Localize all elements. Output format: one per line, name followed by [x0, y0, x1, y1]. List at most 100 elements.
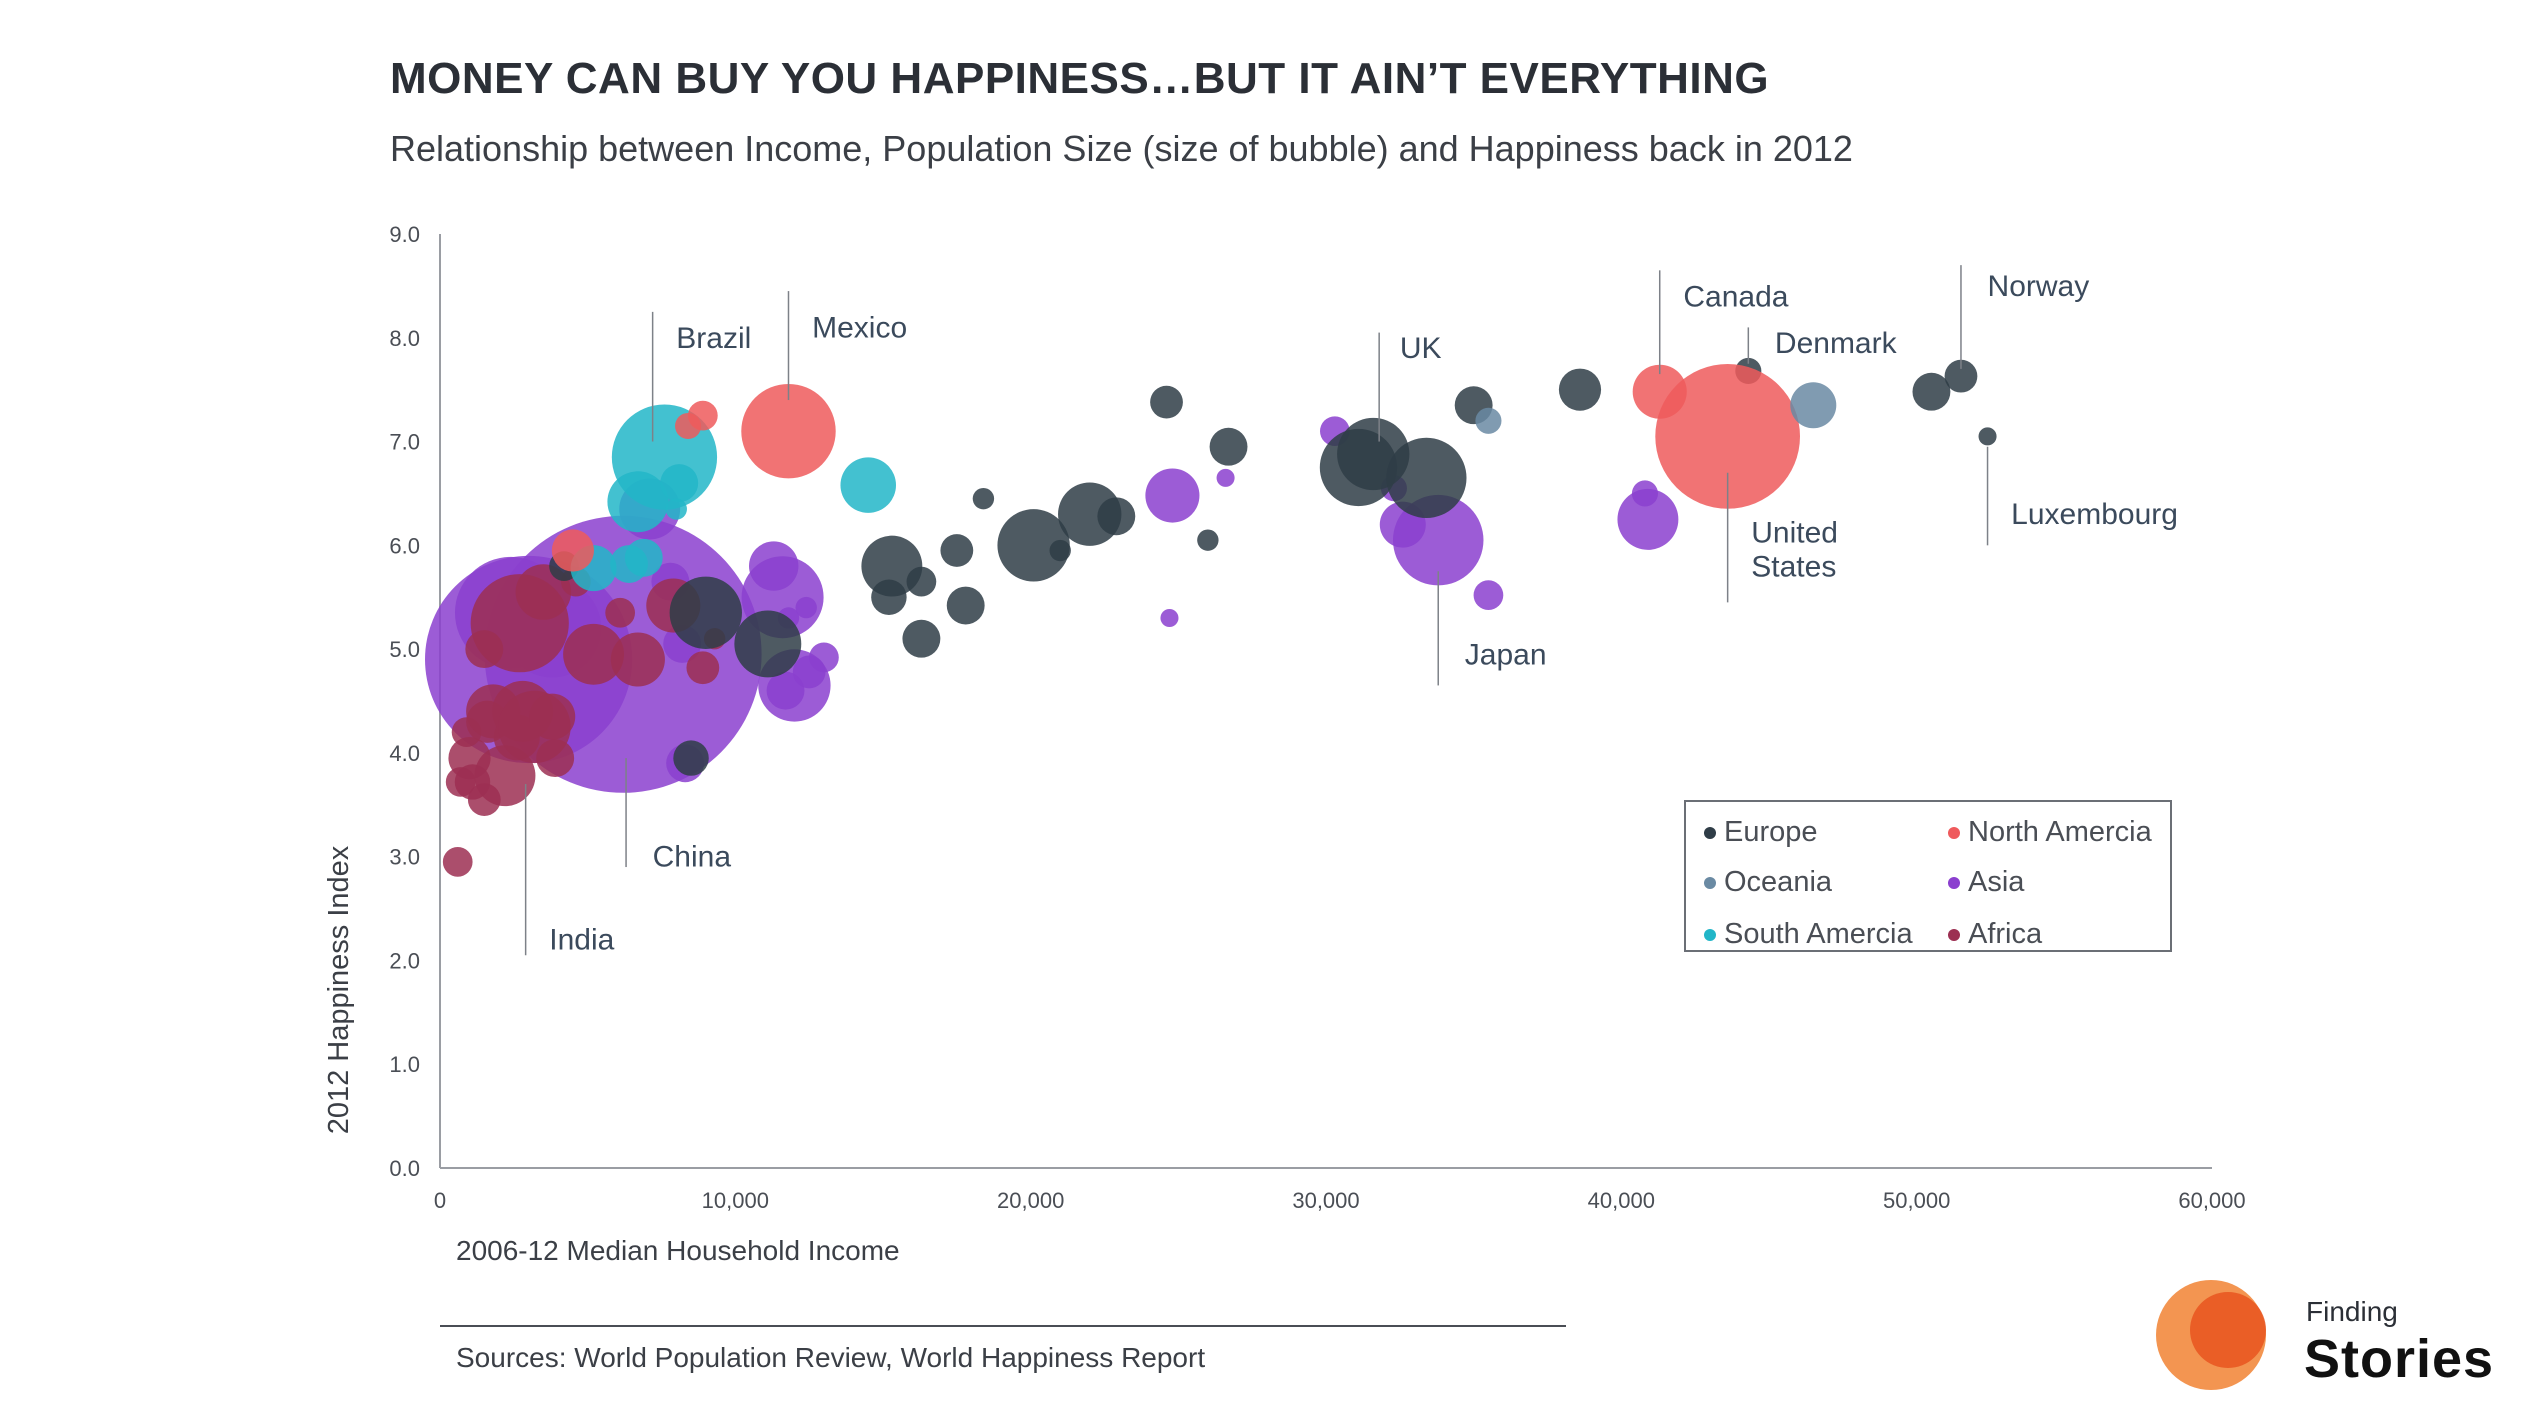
sources-note: Sources: World Population Review, World …: [456, 1342, 1206, 1373]
bubble-asia: [1473, 580, 1504, 611]
bubble-south-amercia: [607, 471, 669, 533]
bubble-north-amercia: [741, 383, 836, 479]
bubble-africa: [529, 693, 576, 740]
bubble-africa: [474, 745, 536, 807]
bubble-europe: [972, 487, 995, 510]
legend-item-europe: Europe: [1704, 816, 1818, 849]
chart-title: MONEY CAN BUY YOU HAPPINESS…BUT IT AIN’T…: [390, 54, 1770, 103]
legend-label: Africa: [1968, 918, 2043, 950]
bubble-europe: [946, 586, 985, 625]
bubble-asia: [1145, 468, 1200, 523]
legend-dot-icon: [1704, 826, 1716, 839]
annotation-label: China: [653, 841, 732, 874]
annotation-label: Mexico: [812, 311, 907, 344]
bubble-africa: [465, 630, 504, 669]
y-tick-label: 6.0: [389, 533, 420, 558]
annotation-label: Brazil: [676, 322, 751, 355]
y-tick-label: 1.0: [389, 1052, 420, 1077]
x-tick-label: 10,000: [702, 1188, 769, 1213]
chart-subtitle: Relationship between Income, Population …: [390, 128, 1853, 169]
bubble-europe: [1049, 539, 1071, 562]
bubble-south-amercia: [624, 538, 663, 577]
y-tick-label: 4.0: [389, 741, 420, 766]
bubble-europe: [1978, 427, 1997, 446]
footer-divider: [440, 1325, 1566, 1327]
bubble-europe: [1386, 437, 1467, 518]
bubble-africa: [442, 846, 473, 877]
logo-text-bottom: Stories: [2304, 1329, 2495, 1389]
y-tick-label: 9.0: [389, 222, 420, 247]
y-tick-label: 7.0: [389, 430, 420, 455]
bubble-asia: [795, 596, 817, 619]
bubble-europe: [906, 566, 937, 597]
legend: Europe North Amercia Oceania Asia South …: [1684, 800, 2172, 952]
annotation-label: United: [1751, 517, 1838, 550]
bubble-south-amercia: [660, 464, 699, 503]
logo-circle-icon: [2190, 1292, 2266, 1368]
annotation-label: UK: [1400, 332, 1442, 365]
bubble-north-amercia: [551, 529, 594, 572]
bubble-europe: [734, 610, 802, 678]
bubble-asia: [1160, 608, 1179, 628]
x-tick-label: 60,000: [2178, 1188, 2245, 1213]
bubbles: [425, 357, 1997, 877]
bubble-europe: [1912, 372, 1951, 411]
bubble-oceania: [1790, 382, 1837, 429]
logo-text-top: Finding: [2306, 1296, 2398, 1327]
legend-label: South Amercia: [1724, 918, 1913, 950]
annotation-label: Denmark: [1775, 327, 1898, 360]
bubble-asia: [809, 642, 839, 673]
bubble-oceania: [1475, 407, 1502, 434]
bubble-africa: [605, 597, 636, 628]
legend-dot-icon: [1948, 928, 1960, 941]
bubble-asia: [1216, 468, 1235, 487]
x-tick-label: 20,000: [997, 1188, 1064, 1213]
bubble-africa: [536, 739, 575, 778]
bubble-asia: [1392, 494, 1484, 586]
legend-dot-icon: [1948, 826, 1960, 839]
x-axis-label: 2006-12 Median Household Income: [456, 1235, 900, 1266]
bubble-north-amercia: [1655, 364, 1801, 509]
annotations: Brazil Mexico UK Canada Denmark Norway Luxembo…: [524, 265, 2178, 957]
bubble-europe: [871, 579, 907, 615]
bubble-africa: [563, 623, 625, 685]
annotation-label: Japan: [1465, 638, 1547, 671]
bubble-europe: [1097, 497, 1136, 536]
annotation-label: Canada: [1683, 280, 1788, 313]
bubble-africa: [610, 632, 665, 687]
bubble-europe: [1197, 529, 1219, 551]
legend-dot-icon: [1948, 876, 1960, 889]
y-tick-label: 8.0: [389, 326, 420, 351]
bubble-south-amercia: [665, 498, 687, 520]
legend-item-asia: Asia: [1948, 866, 2024, 899]
annotation-label: India: [549, 924, 614, 957]
bubble-europe: [1944, 359, 1978, 393]
y-tick-label: 5.0: [389, 637, 420, 662]
legend-dot-icon: [1704, 876, 1716, 889]
y-tick-label: 3.0: [389, 845, 420, 870]
legend-item-north-america: North Amercia: [1948, 816, 2152, 849]
y-tick-label: 0.0: [389, 1156, 420, 1181]
legend-label: Europe: [1724, 816, 1818, 848]
bubble-europe: [940, 534, 974, 567]
bubble-south-amercia: [840, 457, 897, 513]
bubble-africa: [686, 651, 720, 685]
bubble-europe: [1150, 385, 1183, 419]
bubble-europe: [902, 619, 941, 658]
bubble-europe: [1558, 368, 1602, 411]
annotation-label: Norway: [1988, 270, 2090, 303]
axes: 0 10,000 20,000 30,000 40,000 50,000 60,000 0.0…: [389, 222, 2245, 1213]
x-tick-label: 50,000: [1883, 1188, 1950, 1213]
bubble-europe: [997, 509, 1070, 582]
legend-label: North Amercia: [1968, 816, 2152, 848]
x-tick-label: 40,000: [1588, 1188, 1655, 1213]
y-axis-label: 2012 Happiness Index: [323, 845, 355, 1134]
annotation-label: Luxembourg: [2011, 498, 2178, 531]
legend-label: Asia: [1968, 866, 2025, 898]
bubble-europe: [673, 740, 709, 776]
legend-item-oceania: Oceania: [1704, 866, 1832, 899]
bubble-asia: [1631, 480, 1659, 507]
x-tick-label: 0: [434, 1188, 446, 1213]
legend-item-africa: Africa: [1948, 918, 2042, 951]
